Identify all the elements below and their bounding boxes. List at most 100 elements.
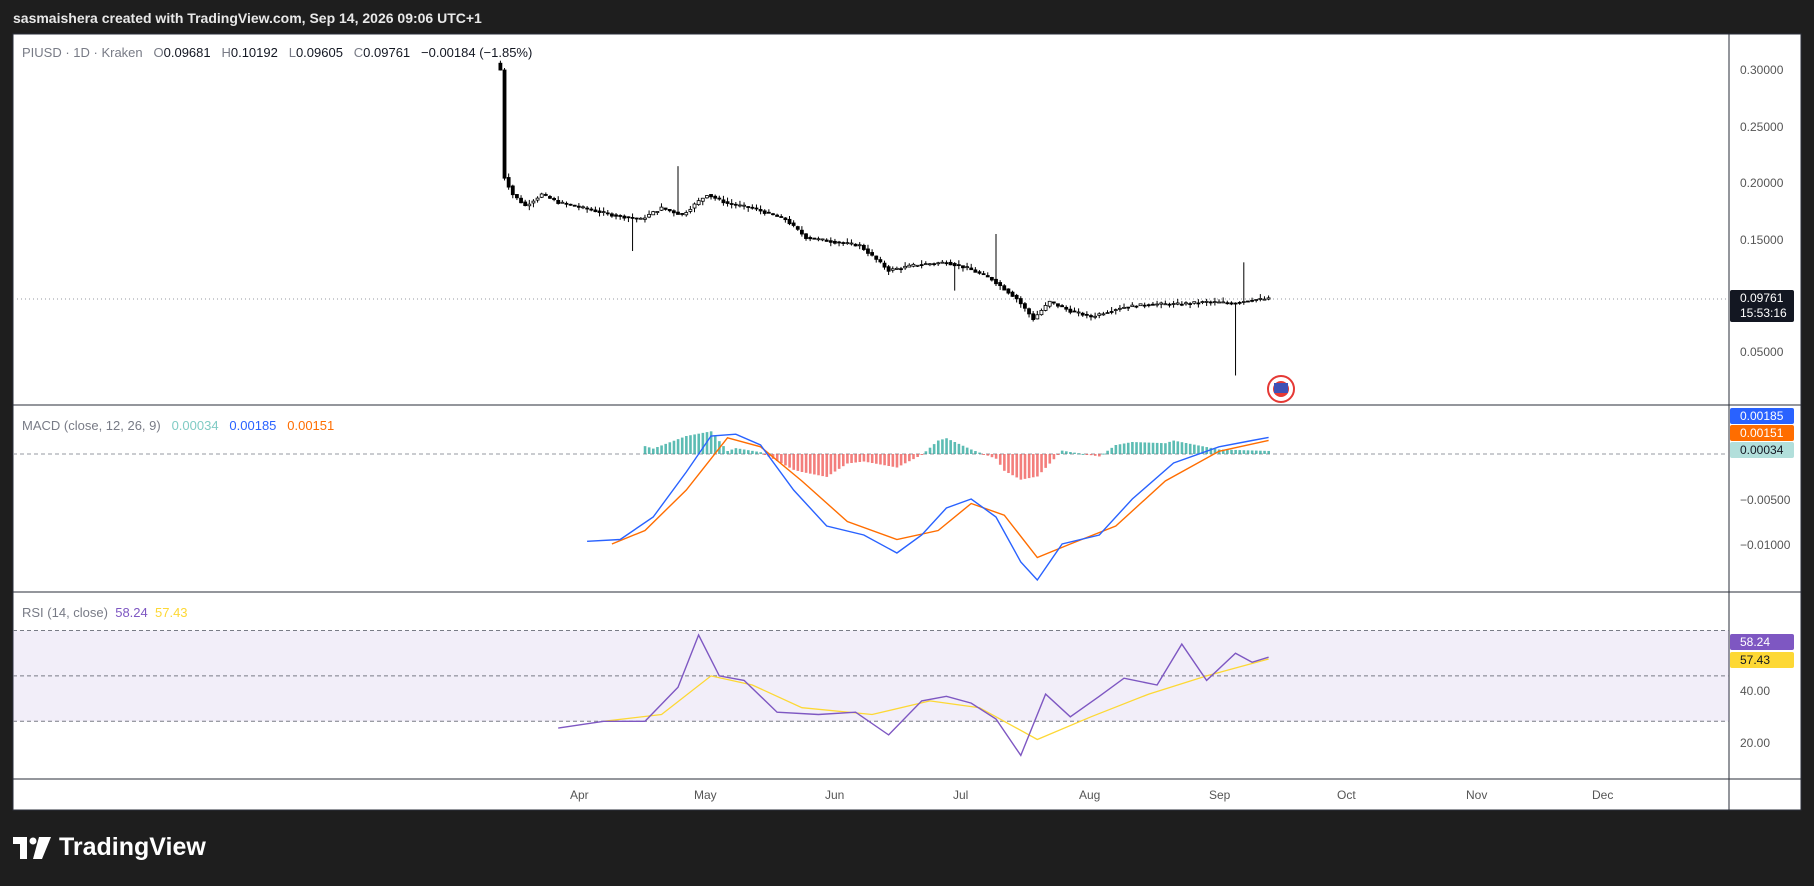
macd-histogram-bar [1193,444,1196,454]
time-label: Sep [1209,788,1231,802]
macd-histogram-bar [829,454,833,475]
macd-histogram-bar [957,443,961,454]
candle-body [729,203,734,205]
last-price-tag: 0.09761 [1740,291,1784,305]
hist-tag-bg [1730,442,1794,458]
candle-body [833,240,837,244]
macd-label[interactable]: MACD (close, 12, 26, 9) [22,418,161,433]
time-label: May [694,788,717,802]
macd-histogram-bar [697,433,701,454]
macd-histogram-bar [879,454,882,465]
low-label: L [288,45,296,60]
candle-body [1084,313,1089,316]
macd-histogram-bar [796,454,800,471]
macd-histogram-bar [1254,450,1258,454]
candle-body [610,213,614,217]
candle-body [998,282,1003,287]
chart-frame[interactable] [13,34,1801,810]
candle-body [841,242,846,244]
candle-body [1151,303,1155,306]
macd-histogram-bar [1073,452,1076,454]
macd-histogram-bar [908,454,911,462]
macd-histogram-bar [846,454,849,464]
candle-body [638,217,643,220]
candle-body [601,211,606,214]
candle-body [1221,301,1226,304]
candle-body [911,263,916,267]
low-value: 0.09605 [295,45,343,60]
macd-histogram-bar [742,449,746,454]
candle-body [961,265,965,269]
candle-body [597,210,602,213]
event-flag-icon[interactable] [1267,375,1295,403]
macd-histogram-bar [1081,453,1085,455]
macd-histogram-bar [1226,449,1229,454]
tradingview-logo-icon [13,836,51,859]
macd-histogram-bar [883,454,886,466]
macd-histogram-bar [1027,454,1031,479]
macd-histogram-bar [1246,450,1250,454]
macd-histogram-bar [755,451,758,454]
macd-histogram-bar [936,440,940,454]
macd-histogram-bar [854,454,857,463]
symbol-label[interactable]: PIUSD · 1D · Kraken [22,45,143,60]
candle-body [1010,291,1015,297]
macd-histogram-bar [1065,451,1068,454]
candle-body [886,266,891,272]
macd-histogram-bar [1168,441,1171,454]
macd-histogram-bar [784,454,787,466]
macd-histogram-bar [722,446,725,454]
rsi-label[interactable]: RSI (14, close) [22,605,108,620]
last-price-tag-bg [1730,290,1794,322]
macd-histogram-bar [709,431,713,454]
macd-histogram-bar [870,454,874,463]
macd-histogram-bar [833,454,837,472]
candle-body [928,263,932,266]
macd-histogram-bar [1060,450,1064,454]
candle-body [1146,304,1151,307]
candle-body [1064,306,1069,310]
time-label: Oct [1337,788,1356,802]
macd-histogram-bar [1160,443,1163,454]
candle-body [985,275,990,278]
macd-histogram-bar [912,454,915,460]
macd-legend: MACD (close, 12, 26, 9) 0.00034 0.00185 … [22,418,334,433]
macd-histogram-bar [1230,449,1233,454]
macd-signal-line [611,437,1269,559]
candle-body [969,267,974,271]
macd-histogram-bar [1106,450,1109,454]
macd-histogram-bar [1031,454,1035,478]
candle-body [556,199,561,204]
macd-histogram-bar [1089,454,1093,456]
macd-histogram-bar [1143,442,1147,454]
time-label: Dec [1592,788,1613,802]
macd-histogram-bar [1110,447,1114,454]
tradingview-brand[interactable]: TradingView [13,833,206,862]
macd-histogram-bar [1188,443,1192,454]
macd-histogram-bar [982,454,986,455]
candle-body [1217,301,1221,304]
candle-body [944,262,949,265]
macd-tag: 0.00185 [1740,409,1784,423]
macd-histogram-bar [1011,454,1014,476]
candle-body [705,195,709,199]
macd-value: 0.00185 [229,418,277,433]
candle-body [853,243,858,247]
candle-body [936,262,941,265]
macd-tag-bg [1730,408,1794,424]
countdown-tag: 15:53:16 [1740,306,1787,320]
candle-body [581,206,585,209]
candle-body [816,238,821,241]
candle-body [1163,303,1168,306]
rsi-tick: 40.00 [1740,684,1770,698]
candle-body [1056,303,1060,307]
candle-body [766,211,771,214]
macd-histogram-bar [1234,449,1237,454]
candle-body [775,214,780,217]
candle-body [1080,312,1085,316]
macd-histogram-bar [1118,444,1122,454]
candle-body [1138,303,1143,307]
candle-body [539,193,544,198]
candle-body [1266,297,1271,300]
